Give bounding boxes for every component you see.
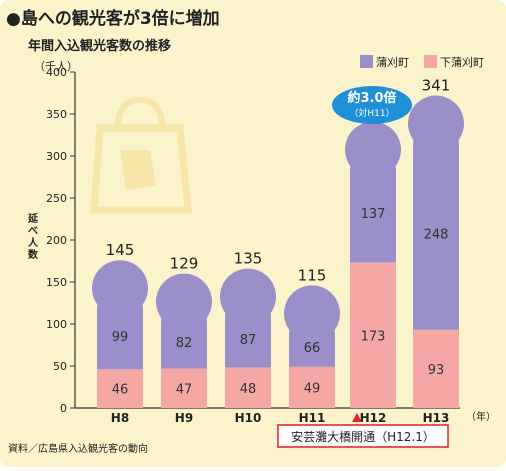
y-tick-label: 0	[60, 402, 67, 415]
legend-label-kamagari: 蒲刈町	[376, 55, 409, 69]
total-label: 341	[422, 77, 451, 95]
value-label-kamagari: 87	[240, 333, 257, 348]
bar-head	[345, 121, 401, 178]
x-tick-label: H12	[360, 411, 387, 425]
bar-head	[92, 260, 148, 317]
value-label-kamagari: 248	[424, 228, 449, 243]
x-axis-labels: H8 H9 H10 H11 H12 H13	[111, 411, 450, 425]
total-label: 115	[298, 266, 327, 284]
x-tick-label: H10	[235, 411, 262, 425]
legend: 蒲刈町 下蒲刈町	[360, 55, 484, 69]
value-label-shimokamagari: 93	[428, 363, 445, 378]
bar-shimokamagari	[225, 367, 271, 408]
value-label-shimokamagari: 48	[240, 382, 257, 397]
bar-kamagari	[413, 121, 459, 330]
ratio-bubble-shape	[332, 86, 412, 124]
total-label: 145	[106, 241, 135, 259]
y-axis-ticks: 0 50 100 150 200 250 300 350 400	[46, 66, 75, 415]
value-label-shimokamagari: 173	[361, 329, 386, 344]
x-tick-label: H8	[111, 411, 129, 425]
bar-group-H9: 47 82 129	[156, 255, 212, 408]
bar-shimokamagari	[350, 262, 396, 408]
x-unit-label: （年）	[466, 410, 496, 423]
bar-group-H8: 46 99 145	[92, 241, 148, 408]
bridge-annotation-text: 安芸灘大橋開通（H12.1）	[291, 429, 435, 444]
ratio-bubble-text: 約3.0倍	[347, 90, 396, 106]
y-axis-label-char: 数	[28, 248, 39, 261]
value-label-shimokamagari: 46	[112, 383, 129, 398]
value-label-shimokamagari: 49	[304, 381, 321, 396]
x-tick-label: H11	[299, 411, 326, 425]
shopping-bag-icon	[90, 96, 192, 214]
y-axis-label-char: べ	[28, 225, 38, 237]
legend-label-shimokamagari: 下蒲刈町	[440, 55, 484, 69]
y-tick-label: 400	[46, 66, 67, 79]
bar-kamagari	[350, 147, 396, 263]
bridge-arrow-icon	[352, 413, 362, 422]
y-axis-label-char: 延	[27, 212, 39, 225]
x-tick-label: H13	[423, 411, 450, 425]
bar-group-H11: 49 66 115	[284, 266, 340, 408]
y-axis-label-char: 人	[28, 236, 39, 249]
value-label-kamagari: 99	[112, 330, 129, 345]
total-label: 135	[234, 250, 263, 268]
bar-head	[408, 95, 464, 152]
legend-swatch-kamagari	[360, 55, 373, 68]
legend-swatch-shimokamagari	[424, 55, 437, 68]
bar-group-H10: 48 87 135	[220, 250, 276, 408]
y-tick-label: 300	[46, 150, 67, 163]
bar-shimokamagari	[97, 369, 143, 408]
bar-shimokamagari	[413, 329, 459, 408]
y-tick-label: 200	[46, 234, 67, 247]
chart-title: ●島への観光客が3倍に増加	[6, 8, 220, 29]
value-label-kamagari: 137	[361, 207, 386, 222]
value-label-shimokamagari: 47	[176, 382, 193, 397]
bar-group-H13: 93 248 341	[408, 77, 464, 408]
bar-shimokamagari	[289, 366, 335, 408]
chart-subtitle: 年間入込観光客数の推移	[28, 38, 171, 54]
x-tick-label: H9	[175, 411, 193, 425]
y-tick-label: 100	[46, 318, 67, 331]
bar-head	[220, 268, 276, 325]
y-tick-label: 350	[46, 108, 67, 121]
value-label-kamagari: 66	[304, 341, 321, 356]
y-tick-label: 150	[46, 276, 67, 289]
bar-shimokamagari	[161, 368, 207, 408]
value-label-kamagari: 82	[176, 336, 193, 351]
bars: 4699145478212948871354966115173137310932…	[92, 77, 464, 408]
ratio-bubble-subtext: （対H11）	[349, 107, 394, 119]
y-unit-label: （千人）	[34, 60, 78, 73]
total-label: 129	[170, 255, 199, 273]
bar-group-H12: 173137310	[345, 103, 401, 408]
y-tick-label: 250	[46, 192, 67, 205]
ratio-bubble: 約3.0倍 （対H11）	[332, 86, 412, 124]
bar-head	[284, 285, 340, 342]
bridge-annotation-box	[277, 424, 449, 448]
bar-head	[156, 273, 212, 330]
y-tick-label: 50	[53, 360, 67, 373]
source-note: 資料／広島県入込観光客の動向	[8, 442, 148, 455]
